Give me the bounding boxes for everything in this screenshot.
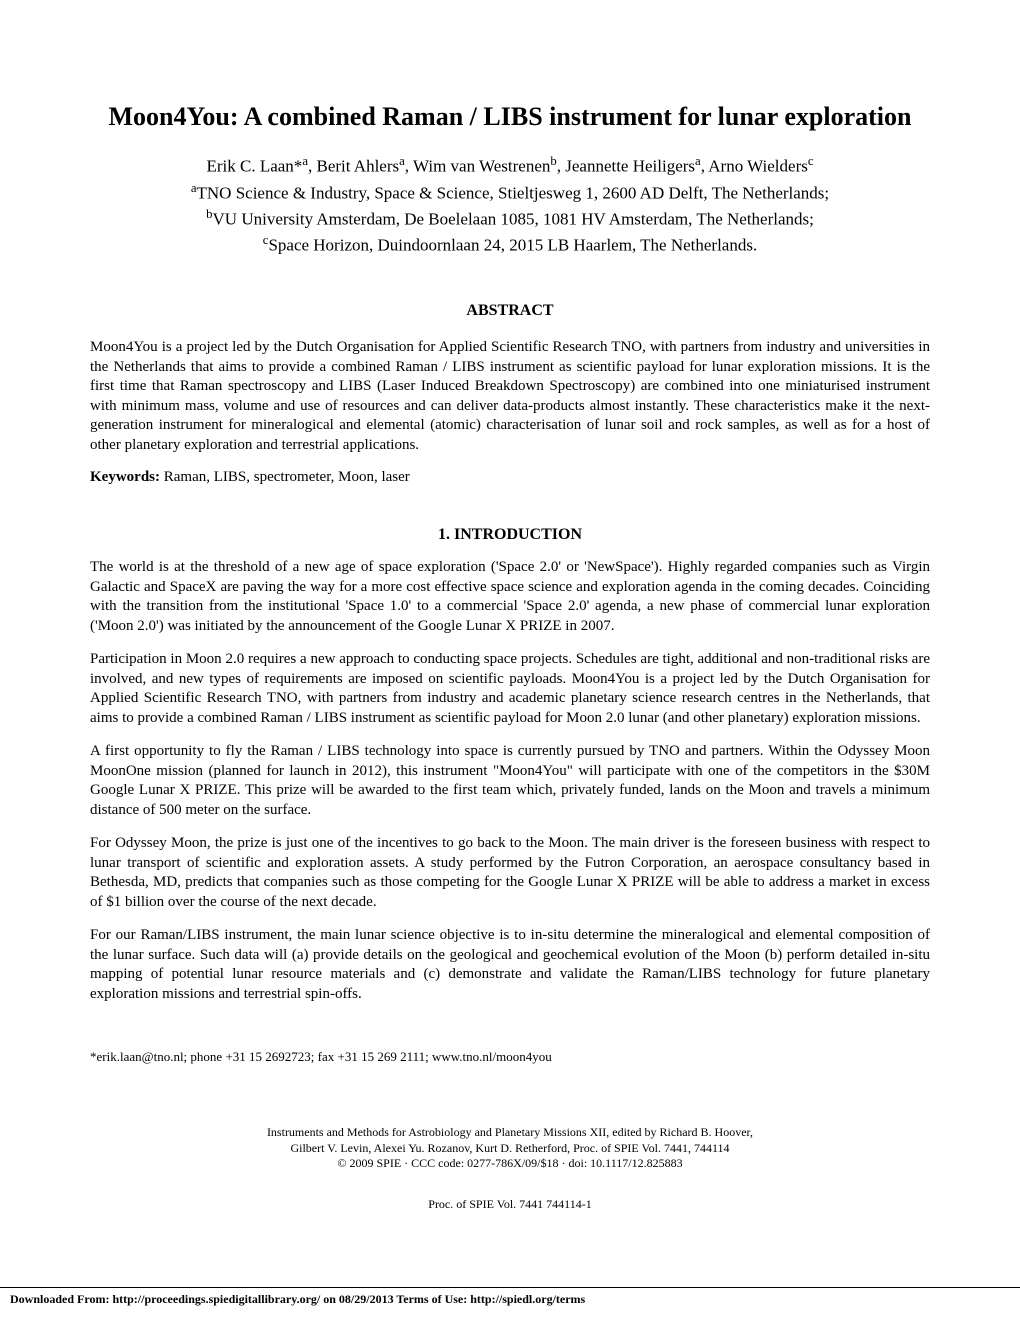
authors-line: Erik C. Laan*a, Berit Ahlersa, Wim van W… [90, 154, 930, 177]
body-paragraph: The world is at the threshold of a new a… [90, 558, 930, 636]
citation-line-1: Instruments and Methods for Astrobiology… [267, 1125, 753, 1139]
body-paragraph: For Odyssey Moon, the prize is just one … [90, 834, 930, 912]
keywords-line: Keywords: Raman, LIBS, spectrometer, Moo… [90, 469, 930, 486]
citation-block: Instruments and Methods for Astrobiology… [90, 1125, 930, 1172]
paper-title: Moon4You: A combined Raman / LIBS instru… [90, 100, 930, 134]
citation-line-2: Gilbert V. Levin, Alexei Yu. Rozanov, Ku… [290, 1141, 729, 1155]
affiliations-block: aTNO Science & Industry, Space & Science… [90, 180, 930, 257]
abstract-heading: ABSTRACT [90, 302, 930, 320]
corresponding-author-footnote: *erik.laan@tno.nl; phone +31 15 2692723;… [90, 1049, 930, 1065]
keywords-label: Keywords: [90, 469, 160, 485]
section-1-heading: 1. INTRODUCTION [90, 526, 930, 544]
citation-line-3: © 2009 SPIE · CCC code: 0277-786X/09/$18… [337, 1156, 682, 1170]
body-paragraph: A first opportunity to fly the Raman / L… [90, 742, 930, 820]
keywords-text: Raman, LIBS, spectrometer, Moon, laser [160, 469, 410, 485]
affil-b: VU University Amsterdam, De Boelelaan 10… [213, 210, 814, 229]
body-paragraph: For our Raman/LIBS instrument, the main … [90, 926, 930, 1004]
body-paragraph: Participation in Moon 2.0 requires a new… [90, 650, 930, 728]
affil-a: TNO Science & Industry, Space & Science,… [197, 184, 830, 203]
abstract-text: Moon4You is a project led by the Dutch O… [90, 338, 930, 455]
download-footer: Downloaded From: http://proceedings.spie… [0, 1287, 1020, 1311]
proceedings-line: Proc. of SPIE Vol. 7441 744114-1 [90, 1197, 930, 1212]
paper-page: Moon4You: A combined Raman / LIBS instru… [0, 0, 1020, 1287]
affil-c: Space Horizon, Duindoornlaan 24, 2015 LB… [268, 235, 757, 254]
